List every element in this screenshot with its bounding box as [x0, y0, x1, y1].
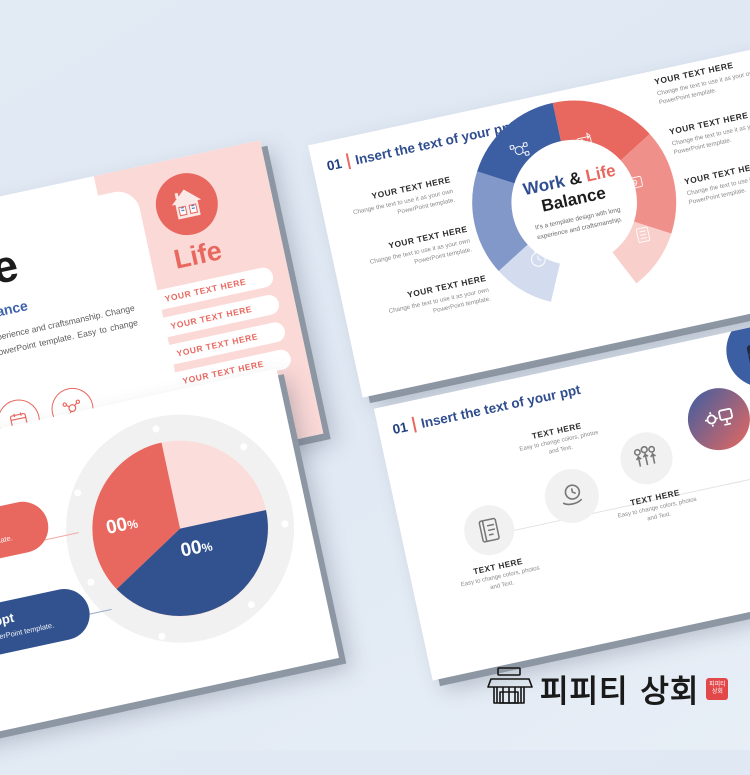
poster-stage: of your ppt k T HERE T HERE XT HERE TEXT… — [0, 44, 750, 711]
notebook-list-icon[interactable] — [459, 500, 519, 560]
checklist-icon — [635, 226, 651, 243]
monitor-clock-icon — [625, 175, 643, 190]
donut-right-item-1: YOUR TEXT HERE Change the text to use it… — [653, 54, 750, 108]
donut-seg-6 — [477, 102, 562, 185]
briefcase-icon[interactable] — [719, 309, 750, 395]
donut-seg-1 — [552, 100, 650, 161]
pie-callout-life[interactable]: Life Insert the text of your ppt Change … — [0, 496, 54, 607]
pie-chart: 00% 00% — [75, 424, 284, 633]
timeline-item-3: TEXT HERE Easy to change colors, photos … — [609, 484, 705, 532]
pie-callout-work[interactable]: Work Insert the text of your ppt Change … — [0, 584, 95, 695]
donut-seg-4 — [498, 244, 561, 302]
donut-left-item-1: YOUR TEXT HERE Change the text to use it… — [342, 174, 456, 228]
slide-donut-header-number: 01 — [325, 155, 344, 174]
donut-chart-svg — [472, 100, 677, 302]
house-icon — [149, 167, 224, 241]
stopwatch-icon — [530, 250, 546, 267]
slide-balance-life-column: Life YOUR TEXT HERE YOUR TEXT HERE YOUR … — [111, 159, 295, 397]
timeline-item-1: TEXT HERE Easy to change colors, photos … — [452, 553, 548, 601]
slide-balance[interactable]: of your ppt k T HERE T HERE XT HERE TEXT… — [0, 140, 324, 552]
timeline-item-2: TEXT HERE Easy to change colors, photos … — [511, 417, 607, 465]
donut-seg-2 — [620, 134, 677, 234]
watermark: 피피티 상회 피피티 상회 — [487, 666, 729, 711]
donut-left-item-3: YOUR TEXT HERE Change the text to use it… — [378, 273, 492, 327]
donut-left-item-2: YOUR TEXT HERE Change the text to use it… — [359, 224, 473, 278]
storefront-icon — [487, 666, 533, 711]
watermark-stamp: 피피티 상회 — [706, 677, 729, 700]
clock-hand-icon[interactable] — [539, 463, 604, 529]
people-group-icon[interactable] — [615, 427, 678, 490]
donut-chart: Work & Life Balance It's a template desi… — [458, 86, 691, 319]
donut-center-amp: & — [567, 168, 584, 190]
slide-timeline-header-number: 01 — [391, 418, 409, 437]
donut-right-item-3: YOUR TEXT HERE Change the text to use it… — [683, 154, 750, 208]
callout-sub: Change the text to use it as your own Po… — [0, 533, 14, 583]
gear-monitor-icon[interactable] — [682, 382, 750, 456]
donut-seg-5 — [472, 171, 529, 271]
donut-seg-3 — [611, 220, 672, 284]
slide-timeline-header-title: Insert the text of your ppt — [419, 381, 582, 431]
slide-donut[interactable]: 01 Insert the text of your ppt — [308, 44, 750, 398]
clock-hand-icon — [513, 200, 529, 214]
slide-timeline[interactable]: 01 Insert the text of your ppt TEXT HERE… — [373, 309, 750, 681]
header-divider-bar — [411, 416, 417, 433]
pie-slice-life — [92, 442, 181, 590]
network-clock-icon — [509, 142, 530, 156]
slide-pie[interactable]: sert the text of your ppt 00% 00% — [0, 368, 339, 775]
projector-icon — [576, 132, 592, 147]
pie-chart-wrap: 00% 00% — [44, 393, 316, 665]
header-divider-bar — [345, 153, 352, 170]
donut-right-item-2: YOUR TEXT HERE Change the text to use it… — [668, 104, 750, 158]
watermark-brand: 피피티 상회 — [540, 674, 700, 710]
pie-slice-work — [116, 509, 268, 616]
pie-chart-svg — [92, 440, 269, 617]
timeline-connector-right — [727, 458, 750, 485]
